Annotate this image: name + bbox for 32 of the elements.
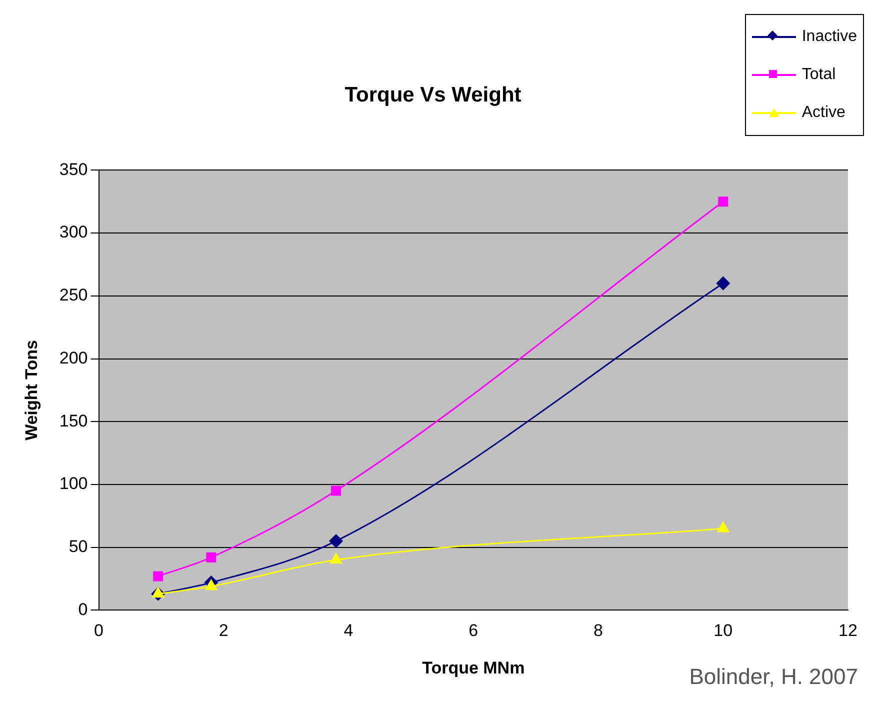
text: Bolinder, H. 2007 — [689, 664, 858, 690]
point — [717, 522, 730, 532]
point — [153, 571, 164, 582]
point — [205, 580, 218, 590]
point — [206, 552, 216, 562]
y-tick-label: 200 — [59, 348, 88, 368]
point — [152, 587, 164, 598]
y-tick-label: 250 — [59, 286, 88, 305]
x-tick-label: 8 — [594, 621, 603, 640]
legend-label: Inactive — [802, 27, 857, 47]
point — [329, 534, 343, 548]
y-tick-label: 50 — [68, 537, 88, 556]
x-tick-label: 4 — [344, 621, 354, 640]
legend-label: Total — [802, 65, 836, 85]
y-tick-label: 350 — [59, 160, 88, 179]
x-tick-label: 6 — [468, 621, 478, 640]
legend-label: Active — [802, 103, 846, 123]
x-axis-title: Torque MNm — [422, 658, 525, 678]
y-tick-label: 0 — [78, 600, 88, 619]
y-tick-label: 150 — [59, 411, 88, 430]
point — [330, 553, 342, 564]
point — [331, 486, 342, 496]
x-tick-label: 10 — [714, 621, 733, 640]
y-axis-title: Weight Tons — [22, 340, 41, 440]
x-tick-label: 0 — [94, 621, 104, 640]
point — [718, 196, 728, 207]
chart-title: Torque Vs Weight — [344, 83, 522, 106]
x-tick-label: 2 — [218, 621, 228, 640]
y-tick-label: 300 — [59, 222, 88, 242]
x-tick-label: 12 — [838, 621, 858, 640]
y-tick-label: 100 — [59, 474, 88, 494]
point — [716, 276, 730, 290]
